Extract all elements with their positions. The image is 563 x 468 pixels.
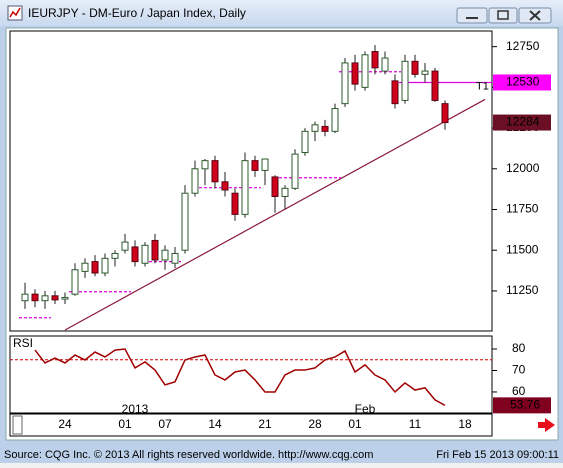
- date-axis: [9, 413, 493, 437]
- x-tick-label: 07: [158, 417, 172, 431]
- candle-body-down: [131, 246, 139, 263]
- candle-body-up: [291, 153, 299, 189]
- y-tick-label: 11500: [506, 242, 539, 256]
- price-panel: [9, 30, 493, 332]
- candle-body-up: [61, 296, 69, 300]
- x-tick-label: 28: [308, 417, 322, 431]
- candle-body-up: [401, 60, 409, 101]
- candle-body-up: [21, 293, 29, 302]
- minimize-button[interactable]: [456, 7, 488, 24]
- candle-body-up: [381, 57, 389, 72]
- candle-body-up: [141, 244, 149, 264]
- month-label: Feb: [355, 402, 376, 416]
- x-tick-label: 18: [458, 417, 472, 431]
- x-tick-label: 11: [409, 417, 422, 431]
- close-glyph: [529, 10, 541, 21]
- candle-body-up: [191, 168, 199, 194]
- candle-body-down: [321, 125, 329, 132]
- candle-body-down: [151, 239, 159, 261]
- candle-body-down: [51, 295, 59, 301]
- candle-body-up: [421, 70, 429, 75]
- x-tick-label: 14: [208, 417, 222, 431]
- footer-source: Source: CQG Inc. © 2013 All rights reser…: [4, 449, 373, 461]
- target-value-box: [493, 74, 551, 91]
- y-tick-label: 11250: [506, 283, 539, 297]
- candle-body-up: [171, 252, 179, 264]
- candle-body-up: [331, 108, 339, 132]
- scroll-handle[interactable]: [12, 415, 23, 435]
- y-tick-label: 11750: [506, 202, 539, 216]
- candle-body-down: [251, 160, 259, 171]
- month-label: 2013: [122, 402, 149, 416]
- candle-body-down: [391, 80, 399, 105]
- candle-body-down: [31, 293, 39, 302]
- rsi-title: RSI: [13, 336, 33, 350]
- app-icon-glyph: [9, 7, 21, 18]
- candle-body-up: [41, 295, 49, 302]
- candle-body-up: [181, 192, 189, 251]
- footer-timestamp: Fri Feb 15 2013 09:00:11: [436, 449, 559, 461]
- candle-body-down: [371, 51, 379, 69]
- rsi-value: 53.76: [510, 398, 540, 412]
- candle-body-up: [201, 160, 209, 170]
- last-price-box: [493, 114, 551, 131]
- y-tick-label: 60: [512, 384, 526, 398]
- y-tick-label: 12000: [506, 161, 540, 175]
- candle-body-up: [71, 269, 79, 295]
- candle-body-up: [241, 160, 249, 215]
- trendline: [64, 98, 486, 331]
- candle-body-down: [351, 62, 359, 85]
- minimize-glyph: [466, 17, 478, 19]
- candle-body-down: [431, 70, 439, 101]
- candle-body-up: [341, 62, 349, 105]
- candle-body-down: [231, 192, 239, 215]
- candle-body-down: [441, 103, 449, 124]
- y-tick-label: 12750: [506, 39, 540, 53]
- y-tick-label: 70: [512, 363, 526, 377]
- candle-body-down: [91, 261, 99, 274]
- y-tick-label: 80: [512, 341, 526, 355]
- candle-body-up: [81, 262, 89, 272]
- candle-body-up: [101, 257, 109, 274]
- candle-body-up: [301, 130, 309, 154]
- x-tick-label: 21: [258, 417, 272, 431]
- maximize-button[interactable]: [488, 7, 518, 24]
- x-tick-label: 24: [58, 417, 72, 431]
- candle-body-down: [271, 176, 279, 197]
- target-label: T1: [476, 80, 489, 92]
- candle-body-up: [161, 249, 169, 261]
- candle-body-down: [411, 60, 419, 75]
- candle-body-up: [121, 241, 129, 251]
- candle-body-up: [261, 158, 269, 171]
- rsi-line: [34, 348, 446, 407]
- candle-body-up: [281, 187, 289, 197]
- window-title: IEURJPY - DM-Euro / Japan Index, Daily: [28, 6, 246, 20]
- candle-body-up: [361, 54, 369, 88]
- candle-body-up: [111, 252, 119, 259]
- x-tick-label: 01: [348, 417, 362, 431]
- x-tick-label: 01: [118, 417, 132, 431]
- maximize-glyph: [497, 10, 509, 20]
- candle-body-up: [311, 124, 319, 132]
- plot-content: 1125011500117501200012250125001275024010…: [10, 39, 551, 431]
- rsi-value-box: [493, 397, 551, 414]
- candle-body-down: [221, 181, 229, 191]
- rsi-panel: [9, 335, 493, 414]
- candle-body-down: [211, 160, 219, 183]
- scroll-arrow[interactable]: [538, 418, 555, 432]
- last-price: 12284: [506, 115, 540, 129]
- target-value: 12530: [506, 75, 540, 89]
